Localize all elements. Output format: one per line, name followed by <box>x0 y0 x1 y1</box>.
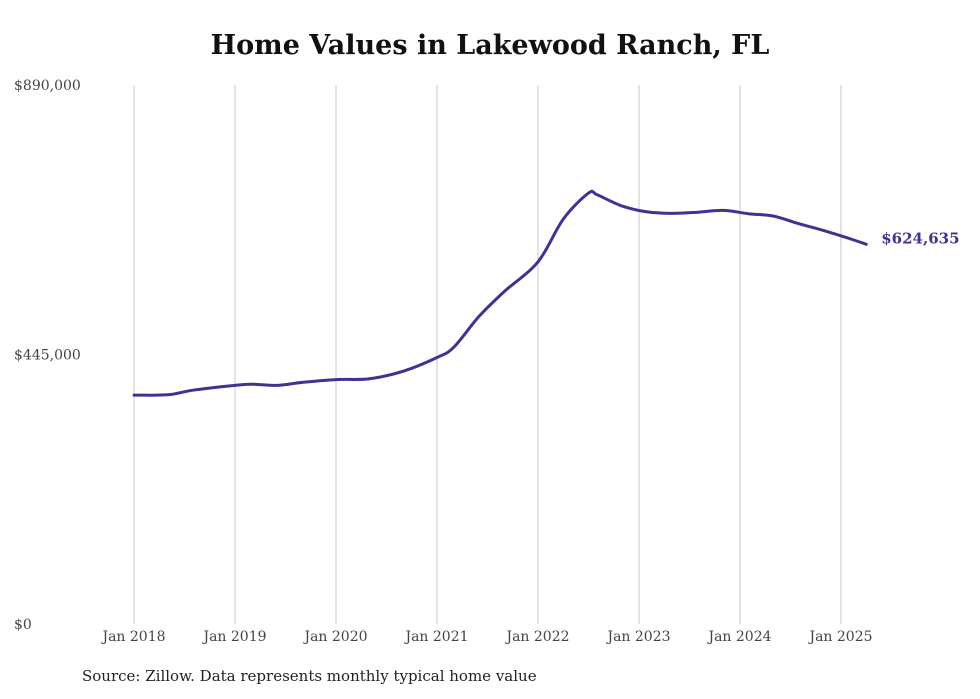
x-tick-label: Jan 2018 <box>100 629 165 645</box>
y-axis-ticks: $0 $445,000 $890,000 <box>14 78 81 633</box>
x-tick-label: Jan 2020 <box>302 629 367 645</box>
x-tick-label: Jan 2021 <box>403 629 468 645</box>
source-note: Source: Zillow. Data represents monthly … <box>82 667 537 685</box>
x-tick-label: Jan 2025 <box>807 629 872 645</box>
x-axis-ticks: Jan 2018 Jan 2019 Jan 2020 Jan 2021 Jan 2022… <box>100 629 872 645</box>
y-tick-label: $890,000 <box>14 78 81 94</box>
y-tick-label: $0 <box>14 617 32 633</box>
y-tick-label: $445,000 <box>14 348 81 364</box>
x-tick-label: Jan 2024 <box>706 629 771 645</box>
end-value-label: $624,635 <box>881 229 959 247</box>
chart-title: Home Values in Lakewood Ranch, FL <box>210 30 770 61</box>
x-tick-label: Jan 2023 <box>605 629 670 645</box>
x-tick-label: Jan 2019 <box>201 629 266 645</box>
grid-lines <box>133 85 842 624</box>
series-line <box>132 189 868 397</box>
x-tick-label: Jan 2022 <box>504 629 569 645</box>
